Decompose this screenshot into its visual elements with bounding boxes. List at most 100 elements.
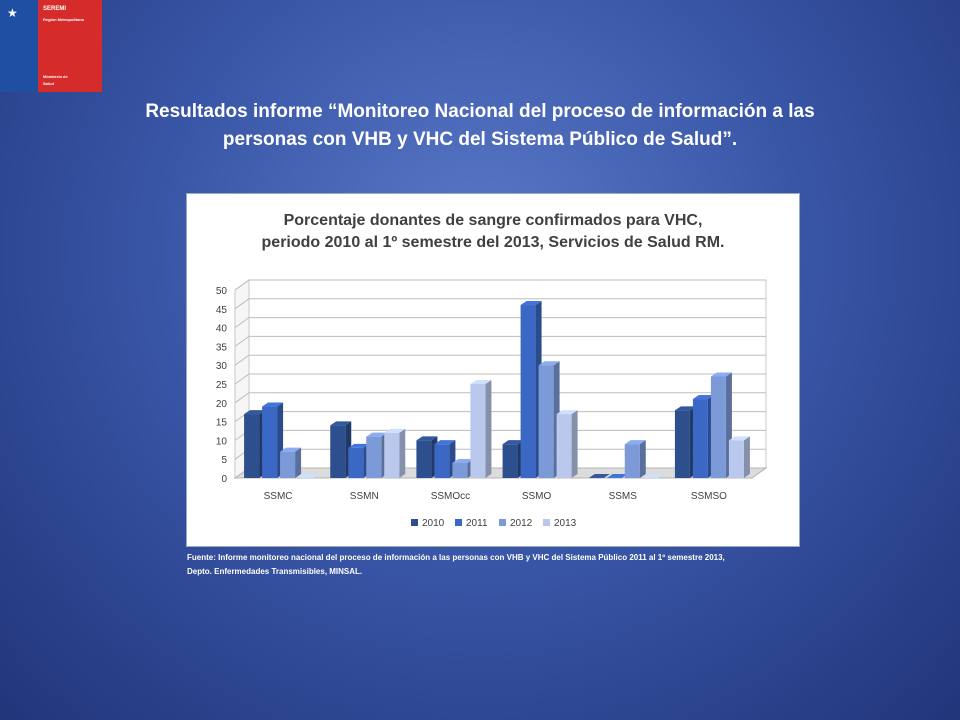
bar-SSMSO-2010 bbox=[674, 406, 696, 478]
gridline bbox=[234, 317, 766, 329]
chart-panel: Porcentaje donantes de sangre confirmado… bbox=[186, 193, 800, 547]
chart-legend: 2010 2011 2012 2013 bbox=[411, 518, 577, 529]
x-tick-label: SSMOcc bbox=[431, 491, 470, 502]
legend-label: 2013 bbox=[554, 518, 577, 529]
bar-SSMO-2010 bbox=[502, 440, 524, 478]
bar-side bbox=[743, 436, 750, 478]
bar-top bbox=[606, 474, 628, 478]
bar-top bbox=[710, 372, 732, 377]
bar-SSMC-2012 bbox=[280, 447, 302, 478]
bar-side bbox=[399, 428, 406, 478]
bar-top bbox=[348, 443, 370, 448]
bar-SSMOcc-2010 bbox=[416, 436, 438, 478]
bar-front bbox=[520, 305, 536, 478]
bar-top bbox=[642, 474, 664, 478]
bar-SSMO-2011 bbox=[520, 301, 542, 478]
x-tick-label: SSMC bbox=[264, 491, 293, 502]
bar-SSMS-2013 bbox=[642, 474, 664, 478]
bar-top bbox=[280, 447, 302, 452]
bar-SSMN-2010 bbox=[330, 421, 352, 478]
bar-top bbox=[502, 440, 524, 445]
bar-front bbox=[502, 444, 518, 478]
bar-chart: Porcentaje donantes de sangre confirmado… bbox=[216, 212, 768, 529]
bar-SSMN-2011 bbox=[348, 443, 370, 478]
bar-front bbox=[434, 444, 450, 478]
gridline bbox=[234, 279, 766, 291]
bar-front bbox=[452, 462, 468, 478]
bar-top bbox=[416, 436, 438, 441]
bar-top bbox=[366, 432, 388, 437]
bar-side bbox=[485, 380, 492, 478]
bar-top bbox=[728, 436, 750, 441]
bar-top bbox=[692, 395, 714, 400]
bar-side bbox=[295, 447, 302, 478]
logo-ministry-line2: Salud bbox=[43, 81, 54, 86]
x-tick-label: SSMN bbox=[350, 491, 379, 502]
bar-top bbox=[244, 410, 266, 415]
bar-front bbox=[280, 451, 296, 478]
gridline bbox=[234, 392, 766, 404]
bar-front bbox=[262, 406, 278, 478]
bar-SSMS-2011 bbox=[606, 474, 628, 478]
bar-front bbox=[366, 436, 382, 478]
bar-SSMC-2013 bbox=[298, 474, 320, 478]
y-tick-label: 40 bbox=[216, 324, 228, 335]
y-tick-label: 5 bbox=[221, 455, 227, 466]
gridline bbox=[234, 335, 766, 347]
y-tick-label: 45 bbox=[216, 305, 228, 316]
bar-SSMO-2013 bbox=[556, 410, 578, 478]
bar-SSMOcc-2011 bbox=[434, 440, 456, 478]
bar-SSMC-2011 bbox=[262, 402, 284, 478]
slide-title-line2: personas con VHB y VHC del Sistema Públi… bbox=[222, 129, 738, 150]
y-tick-label: 30 bbox=[216, 361, 228, 372]
bar-front bbox=[384, 432, 400, 478]
bar-top bbox=[588, 474, 610, 478]
bar-SSMN-2013 bbox=[384, 428, 406, 478]
bar-top bbox=[674, 406, 696, 411]
bar-top bbox=[330, 421, 352, 426]
bar-front bbox=[330, 425, 346, 478]
gridline bbox=[234, 298, 766, 310]
bar-SSMOcc-2013 bbox=[470, 380, 492, 478]
source-line1: Fuente: Informe monitoreo nacional del p… bbox=[187, 553, 725, 562]
logo-star-icon: ★ bbox=[7, 6, 18, 20]
bar-side bbox=[639, 440, 646, 478]
source-line2: Depto. Enfermedades Transmisibles, MINSA… bbox=[187, 567, 363, 576]
bar-top bbox=[538, 361, 560, 366]
bar-front bbox=[470, 384, 486, 478]
bar-side bbox=[571, 410, 578, 478]
bar-front bbox=[728, 440, 744, 478]
bar-front bbox=[244, 414, 260, 478]
bar-top bbox=[452, 458, 474, 463]
x-tick-label: SSMS bbox=[609, 491, 638, 502]
legend-swatch bbox=[455, 519, 462, 526]
chart-title-line1: Porcentaje donantes de sangre confirmado… bbox=[284, 212, 703, 229]
bar-top bbox=[624, 440, 646, 445]
bar-front bbox=[538, 365, 554, 478]
bar-SSMN-2012 bbox=[366, 432, 388, 478]
x-tick-label: SSMO bbox=[522, 491, 552, 502]
gridline bbox=[234, 373, 766, 385]
bar-front bbox=[624, 444, 640, 478]
y-tick-label: 20 bbox=[216, 399, 228, 410]
bar-front bbox=[692, 399, 708, 478]
legend-swatch bbox=[543, 519, 550, 526]
bar-top bbox=[434, 440, 456, 445]
bar-top bbox=[520, 301, 542, 306]
bar-SSMSO-2012 bbox=[710, 372, 732, 478]
chart-title-line2: periodo 2010 al 1º semestre del 2013, Se… bbox=[262, 234, 725, 251]
logo-blue-band bbox=[0, 0, 38, 92]
bar-front bbox=[556, 414, 572, 478]
bar-top bbox=[298, 474, 320, 478]
y-tick-label: 35 bbox=[216, 342, 228, 353]
bar-SSMSO-2011 bbox=[692, 395, 714, 478]
gridline bbox=[234, 354, 766, 366]
y-tick-label: 0 bbox=[221, 474, 227, 485]
x-tick-label: SSMSO bbox=[691, 491, 727, 502]
seremi-logo: ★ SEREMI Región Metropolitana Ministerio… bbox=[0, 0, 102, 92]
bar-front bbox=[416, 440, 432, 478]
legend-label: 2011 bbox=[466, 518, 488, 529]
plot-area: 0 5 10 15 20 25 30 35 40 45 50 SSMC SSMN SSMOcc SSMO SS… bbox=[216, 279, 768, 502]
logo-red-band bbox=[38, 0, 102, 92]
legend-label: 2012 bbox=[510, 518, 533, 529]
